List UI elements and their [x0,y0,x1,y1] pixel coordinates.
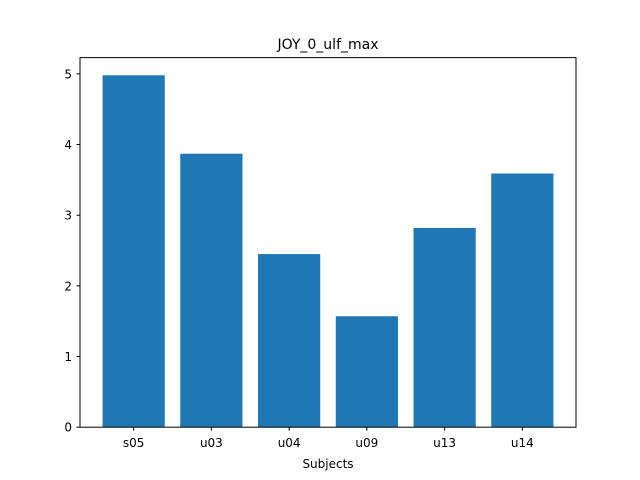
y-tick-label-3: 3 [64,209,72,223]
x-tick-label-u09: u09 [355,436,378,450]
bar-u04 [258,254,321,428]
bar-u14 [491,173,554,428]
x-tick-label-s05: s05 [123,436,145,450]
bar-u13 [413,227,476,428]
y-tick-label-2: 2 [64,279,72,293]
bars-group [102,75,554,428]
x-axis-label: Subjects [302,457,353,471]
bar-u03 [180,153,243,428]
y-tick-label-4: 4 [64,138,72,152]
y-tick-label-5: 5 [64,67,72,81]
x-tick-label-u04: u04 [278,436,301,450]
y-tick-label-1: 1 [64,350,72,364]
plot-area-frame [79,57,577,428]
x-tick-label-u13: u13 [433,436,456,450]
y-axis-ticks: 0 1 2 3 4 5 [64,67,80,435]
bar-s05 [102,75,165,428]
bar-u09 [335,316,398,428]
x-tick-label-u03: u03 [200,436,223,450]
x-axis-ticks: s05 u03 u04 u09 u13 u14 [123,427,534,450]
x-tick-label-u14: u14 [511,436,534,450]
chart-title: JOY_0_ulf_max [276,37,378,53]
y-tick-label-0: 0 [64,421,72,435]
